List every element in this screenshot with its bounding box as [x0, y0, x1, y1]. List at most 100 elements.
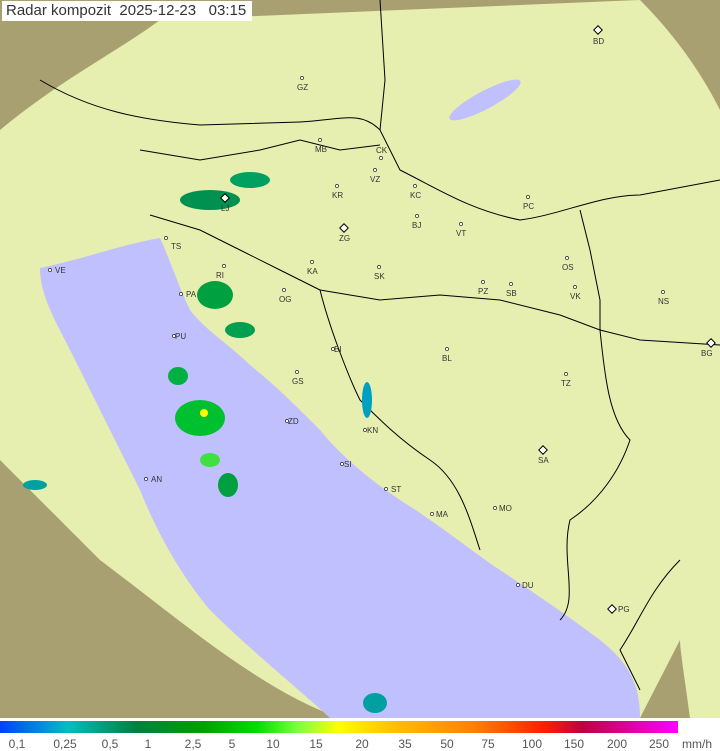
city-label: CK	[376, 146, 388, 155]
city-dot-icon	[48, 268, 52, 272]
title-date: 2025-12-23	[119, 2, 197, 19]
city-sk: SK	[374, 265, 385, 281]
legend-tick: 200	[606, 737, 628, 751]
adriatic-sea	[40, 238, 640, 718]
city-dot-icon	[379, 156, 383, 160]
city-label: VT	[456, 229, 466, 238]
legend-tick: 0,1	[8, 737, 26, 751]
city-ts: TS	[164, 236, 181, 251]
city-label: PG	[618, 605, 630, 614]
city-dot-icon	[335, 184, 339, 188]
lake-balaton	[449, 79, 521, 121]
city-label: BD	[593, 37, 604, 46]
legend-tick: 100	[521, 737, 543, 751]
city-dot-icon	[445, 347, 449, 351]
city-label: GZ	[297, 83, 308, 92]
city-label: ZG	[339, 234, 350, 243]
precipitation-legend: 0,1 0,25 0,5 1 2,5 5 10 15 20 35 50 75 100 150 200 250 …	[0, 718, 720, 751]
city-label: AN	[151, 475, 162, 484]
city-os: OS	[562, 256, 574, 272]
city-dot-icon	[509, 282, 513, 286]
city-label: VZ	[370, 175, 380, 184]
city-dot-icon	[300, 76, 304, 80]
city-dot-icon	[661, 290, 665, 294]
city-dot-icon	[318, 138, 322, 142]
city-dot-icon	[373, 168, 377, 172]
city-dot-icon	[430, 512, 434, 516]
city-ri: RI	[216, 264, 226, 280]
city-dot-icon	[164, 236, 168, 240]
city-dot-icon	[413, 184, 417, 188]
legend-tick: 35	[398, 737, 412, 751]
city-dot-icon	[179, 292, 183, 296]
city-pz: PZ	[478, 280, 488, 296]
capital-diamond-icon	[220, 193, 230, 203]
city-dot-icon	[340, 462, 344, 466]
city-dot-icon	[331, 347, 335, 351]
city-bj: BJ	[412, 214, 421, 230]
legend-tick: 1	[144, 737, 152, 751]
city-bi: BI	[331, 345, 342, 354]
city-label: BJ	[412, 221, 421, 230]
legend-color-bar	[0, 721, 678, 733]
city-label: DU	[522, 581, 534, 590]
city-ma: MA	[430, 510, 449, 519]
city-kr: KR	[332, 184, 343, 200]
city-du: DU	[516, 581, 534, 590]
city-label: ST	[391, 485, 401, 494]
city-label: GS	[292, 377, 304, 386]
city-dot-icon	[526, 195, 530, 199]
city-dot-icon	[564, 372, 568, 376]
legend-tick: 2,5	[184, 737, 202, 751]
city-label: KN	[367, 426, 378, 435]
city-bd: BD	[593, 25, 604, 46]
city-label: BL	[442, 354, 452, 363]
city-si: SI	[340, 460, 352, 469]
city-st: ST	[384, 485, 401, 494]
capital-diamond-icon	[538, 445, 548, 455]
city-dot-icon	[573, 285, 577, 289]
city-label: ZD	[288, 417, 299, 426]
city-dot-icon	[172, 334, 176, 338]
legend-tick: 10	[266, 737, 280, 751]
city-label: SI	[344, 460, 352, 469]
city-label: PU	[175, 332, 186, 341]
city-label: TS	[171, 242, 181, 251]
city-label: NS	[658, 297, 669, 306]
legend-tick: 0,25	[53, 737, 77, 751]
legend-tick: 15	[309, 737, 323, 751]
city-dot-icon	[310, 260, 314, 264]
city-label: RI	[216, 271, 224, 280]
radar-map: BD GZ MB CK VZ KR KC LJ PC TS ZG BJ VT VE KA SK OS RI PA OG…	[0, 0, 720, 718]
city-label: SB	[506, 289, 517, 298]
city-label: SA	[538, 456, 549, 465]
city-kc: KC	[410, 184, 421, 200]
city-label: MB	[315, 145, 327, 154]
city-dot-icon	[377, 265, 381, 269]
city-dot-icon	[565, 256, 569, 260]
city-dot-icon	[222, 264, 226, 268]
city-label: KR	[332, 191, 343, 200]
city-vk: VK	[570, 285, 581, 301]
city-ka: KA	[307, 260, 318, 276]
city-mo: MO	[493, 504, 512, 513]
city-bg: BG	[701, 338, 716, 358]
capital-diamond-icon	[339, 223, 349, 233]
city-an: AN	[144, 475, 162, 484]
city-dot-icon	[516, 583, 520, 587]
city-dot-icon	[459, 222, 463, 226]
city-tz: TZ	[561, 372, 571, 388]
city-dot-icon	[295, 370, 299, 374]
city-dot-icon	[363, 428, 367, 432]
city-pu: PU	[172, 332, 186, 341]
city-ck: CK	[376, 146, 388, 160]
city-vz: VZ	[370, 168, 380, 184]
city-label: PC	[523, 202, 534, 211]
title-text: Radar kompozit	[6, 2, 112, 19]
legend-unit: mm/h	[682, 737, 712, 751]
city-label: KC	[410, 191, 421, 200]
city-label: VE	[55, 266, 66, 275]
city-label: OG	[279, 295, 291, 304]
city-dot-icon	[285, 419, 289, 423]
